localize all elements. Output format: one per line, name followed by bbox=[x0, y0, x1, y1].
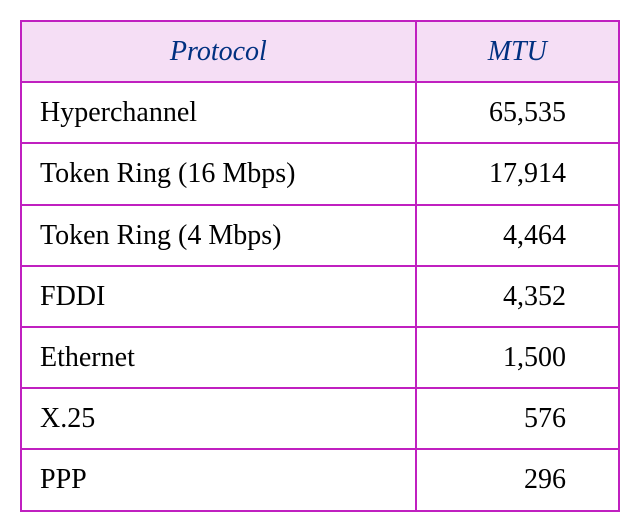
mtu-table-container: Protocol MTU Hyperchannel 65,535 Token R… bbox=[20, 20, 620, 512]
table-row: Token Ring (16 Mbps) 17,914 bbox=[21, 143, 619, 204]
cell-mtu: 296 bbox=[416, 449, 619, 510]
cell-protocol: PPP bbox=[21, 449, 416, 510]
table-row: FDDI 4,352 bbox=[21, 266, 619, 327]
col-header-mtu: MTU bbox=[416, 21, 619, 82]
cell-mtu: 1,500 bbox=[416, 327, 619, 388]
col-header-protocol: Protocol bbox=[21, 21, 416, 82]
cell-protocol: Token Ring (16 Mbps) bbox=[21, 143, 416, 204]
cell-protocol: Ethernet bbox=[21, 327, 416, 388]
table-row: X.25 576 bbox=[21, 388, 619, 449]
mtu-table: Protocol MTU Hyperchannel 65,535 Token R… bbox=[20, 20, 620, 512]
table-header-row: Protocol MTU bbox=[21, 21, 619, 82]
table-row: Hyperchannel 65,535 bbox=[21, 82, 619, 143]
cell-mtu: 576 bbox=[416, 388, 619, 449]
table-row: Token Ring (4 Mbps) 4,464 bbox=[21, 205, 619, 266]
cell-mtu: 65,535 bbox=[416, 82, 619, 143]
cell-protocol: Hyperchannel bbox=[21, 82, 416, 143]
cell-mtu: 4,464 bbox=[416, 205, 619, 266]
cell-protocol: X.25 bbox=[21, 388, 416, 449]
cell-mtu: 17,914 bbox=[416, 143, 619, 204]
table-row: Ethernet 1,500 bbox=[21, 327, 619, 388]
table-row: PPP 296 bbox=[21, 449, 619, 510]
cell-protocol: FDDI bbox=[21, 266, 416, 327]
cell-protocol: Token Ring (4 Mbps) bbox=[21, 205, 416, 266]
cell-mtu: 4,352 bbox=[416, 266, 619, 327]
